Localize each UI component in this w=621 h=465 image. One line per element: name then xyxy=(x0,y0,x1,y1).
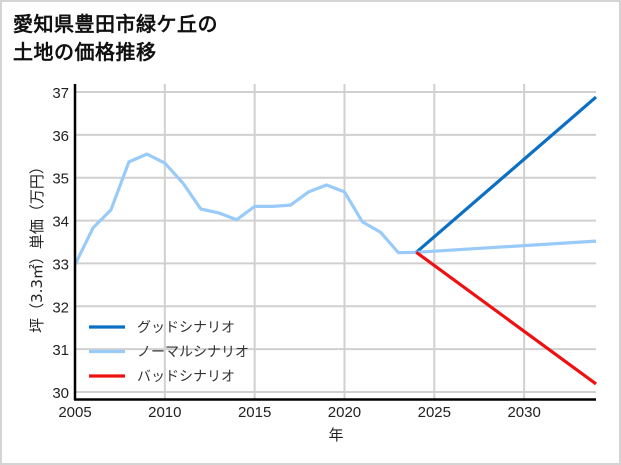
x-tick-label: 2010 xyxy=(148,404,181,421)
tick-labels: 30 31 32 33 34 35 36 37 2005 2010 2015 2020 2025 2030 xyxy=(52,85,541,421)
x-tick-label: 2005 xyxy=(58,404,91,421)
y-axis-label: 坪（3.3㎡）単価（万円） xyxy=(28,159,46,333)
historical-line xyxy=(73,152,417,266)
bad-scenario-line xyxy=(415,251,597,386)
legend-item-normal: ノーマルシナリオ xyxy=(89,345,249,361)
chart-title-line1: 愛知県豊田市緑ケ丘の xyxy=(13,12,218,36)
y-tick-label: 36 xyxy=(52,128,69,145)
y-tick-label: 33 xyxy=(52,256,69,273)
good-scenario-line xyxy=(415,95,598,254)
chart-title-line2: 土地の価格推移 xyxy=(13,40,157,64)
legend-label: バッドシナリオ xyxy=(137,369,235,385)
normal-scenario-line xyxy=(416,239,597,254)
legend-item-good: グッドシナリオ xyxy=(89,320,235,336)
x-tick-label: 2020 xyxy=(328,404,361,421)
legend-item-bad: バッドシナリオ xyxy=(89,369,235,385)
chart-title: 愛知県豊田市緑ケ丘の 土地の価格推移 xyxy=(13,10,218,66)
y-tick-label: 37 xyxy=(52,85,69,102)
y-tick-label: 34 xyxy=(52,214,69,231)
y-tick-label: 30 xyxy=(52,385,69,402)
x-tick-label: 2015 xyxy=(238,404,271,421)
legend-label: グッドシナリオ xyxy=(137,320,235,336)
y-tick-label: 31 xyxy=(52,342,69,359)
y-tick-label: 35 xyxy=(52,171,69,188)
data-lines xyxy=(73,95,598,386)
x-axis-label: 年 xyxy=(328,426,343,444)
axes xyxy=(73,84,596,401)
legend-label: ノーマルシナリオ xyxy=(137,345,249,361)
grid-lines xyxy=(75,84,596,399)
y-tick-label: 32 xyxy=(52,299,69,316)
x-tick-label: 2030 xyxy=(507,404,540,421)
x-tick-label: 2025 xyxy=(418,404,451,421)
